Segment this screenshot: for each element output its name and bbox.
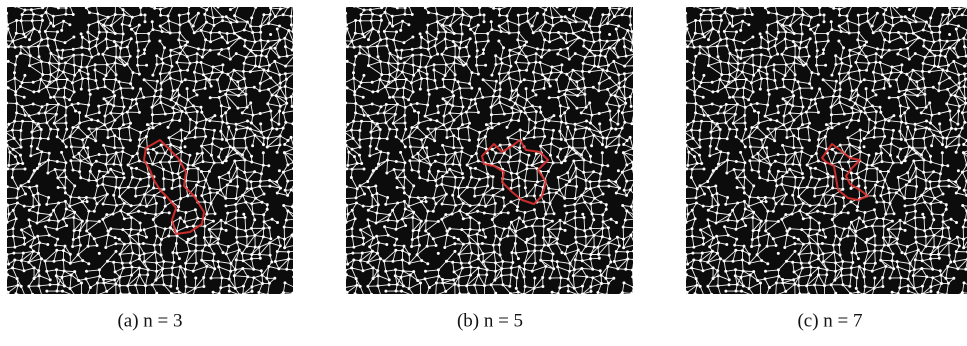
caption: (a) n = 3 [117,310,182,331]
caption: (b) n = 5 [457,310,523,331]
caption: (c) n = 7 [797,310,862,331]
figure: (a) n = 3 (b) n = 5 (c) n = 7 [0,0,967,346]
panel-a [4,4,296,297]
panel-b [343,4,635,297]
panel-c [683,4,967,297]
